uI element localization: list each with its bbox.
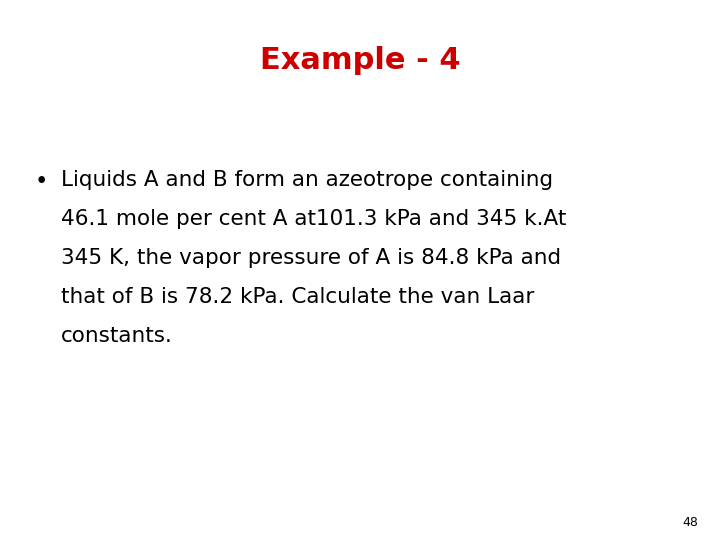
Text: 48: 48 — [683, 516, 698, 529]
Text: that of B is 78.2 kPa. Calculate the van Laar: that of B is 78.2 kPa. Calculate the van… — [61, 287, 534, 307]
Text: 46.1 mole per cent A at101.3 kPa and 345 k.At: 46.1 mole per cent A at101.3 kPa and 345… — [61, 209, 567, 229]
Text: •: • — [35, 170, 48, 193]
Text: Liquids A and B form an azeotrope containing: Liquids A and B form an azeotrope contai… — [61, 170, 554, 190]
Text: 345 K, the vapor pressure of A is 84.8 kPa and: 345 K, the vapor pressure of A is 84.8 k… — [61, 248, 562, 268]
Text: constants.: constants. — [61, 326, 173, 346]
Text: Example - 4: Example - 4 — [260, 46, 460, 75]
